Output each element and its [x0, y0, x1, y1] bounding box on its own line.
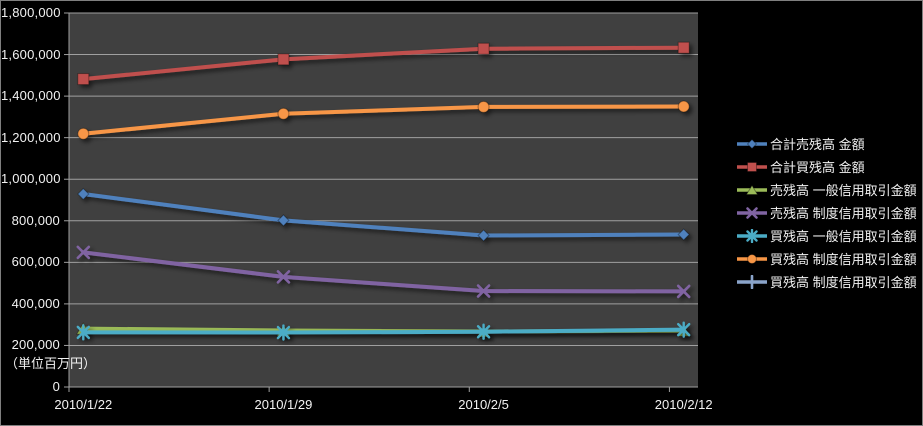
data-point-marker — [476, 284, 491, 298]
series-5 — [77, 100, 690, 140]
legend-item-label: 売残高 制度信用取引金額 — [770, 206, 917, 221]
data-point-marker — [76, 245, 91, 260]
legend-item: 合計売残高 金額 — [736, 132, 917, 155]
plus-marker-icon — [737, 274, 767, 289]
data-point-marker — [744, 274, 760, 289]
series-line — [81, 191, 686, 238]
data-point-marker — [676, 284, 691, 299]
legend-item-label: 合計買残高 金額 — [770, 160, 865, 175]
y-axis-tick-label: 1,000,000 — [1, 171, 61, 187]
data-point-marker — [677, 228, 690, 241]
x-axis-tick-label: 2010/2/5 — [458, 397, 509, 412]
series-1 — [77, 41, 690, 86]
data-point-marker — [476, 323, 491, 340]
data-point-marker — [747, 161, 757, 172]
series-0 — [77, 187, 690, 242]
y-axis-tick-label: 1,400,000 — [1, 88, 61, 104]
legend-item-label: 買残高 一般信用取引金額 — [770, 229, 917, 244]
square-marker-icon — [737, 161, 767, 172]
legend-item: 売残高 一般信用取引金額 — [736, 178, 917, 201]
legend-item-label: 売残高 一般信用取引金額 — [770, 183, 917, 198]
series-line — [81, 327, 686, 335]
y-axis-tick-label: 400,000 — [11, 295, 60, 311]
y-axis-tick-label: 800,000 — [11, 212, 60, 228]
series-3 — [76, 245, 691, 299]
data-point-marker — [277, 214, 290, 227]
x-axis-tick-label: 2010/2/12 — [654, 397, 713, 412]
data-point-marker — [746, 206, 758, 219]
y-axis-tick-label: 0 — [52, 379, 60, 394]
diamond-marker-icon — [737, 138, 767, 149]
x-axis-tick-label: 2010/1/29 — [254, 397, 313, 412]
data-point-marker — [677, 100, 690, 113]
plot-background — [69, 13, 698, 387]
series-line — [81, 250, 686, 294]
legend-item-label: 合計売残高 金額 — [770, 137, 865, 152]
axis-unit-note: （単位百万円） — [5, 356, 97, 371]
y-axis-tick-label: 1,600,000 — [1, 46, 61, 62]
series-4 — [76, 321, 691, 341]
series-line — [81, 45, 686, 82]
circle-marker-icon — [737, 253, 767, 264]
y-axis-tick-label: 1,800,000 — [1, 5, 61, 20]
legend-item-label: 買残高 制度信用取引金額 — [770, 275, 917, 290]
data-point-marker — [747, 253, 757, 264]
data-point-marker — [477, 229, 490, 242]
data-point-marker — [745, 184, 759, 195]
data-point-marker — [477, 100, 490, 113]
y-axis-tick-label: 200,000 — [11, 337, 60, 353]
legend-item: 合計買残高 金額 — [736, 155, 917, 178]
data-point-marker — [277, 107, 290, 120]
data-point-marker — [276, 270, 291, 284]
data-point-marker — [477, 42, 490, 55]
legend-item-label: 買残高 制度信用取引金額 — [770, 252, 917, 267]
data-point-marker — [277, 53, 290, 66]
legend-item: 買残高 制度信用取引金額 — [736, 270, 917, 293]
legend-item: 買残高 制度信用取引金額 — [736, 247, 917, 270]
asterisk-marker-icon — [737, 228, 767, 243]
data-point-marker — [677, 321, 691, 338]
data-point-marker — [77, 127, 90, 140]
legend-item: 買残高 一般信用取引金額 — [736, 224, 917, 247]
x-marker-icon — [737, 206, 767, 219]
y-axis-tick-label: 1,200,000 — [1, 129, 61, 145]
chart-legend: 合計売残高 金額 合計買残高 金額売残高 一般信用取引金額 売残高 制度信用取引金額… — [736, 132, 917, 293]
data-point-marker — [746, 138, 758, 149]
series-line — [81, 104, 686, 136]
data-point-marker — [746, 228, 758, 243]
triangle-marker-icon — [737, 184, 767, 195]
data-point-marker — [276, 324, 291, 341]
data-point-marker — [77, 187, 90, 201]
data-point-marker — [77, 73, 90, 86]
x-axis-tick-label: 2010/1/22 — [54, 397, 113, 412]
y-axis-tick-label: 600,000 — [11, 254, 60, 270]
data-point-marker — [76, 324, 90, 341]
legend-item: 売残高 制度信用取引金額 — [736, 201, 917, 224]
data-point-marker — [677, 41, 690, 54]
